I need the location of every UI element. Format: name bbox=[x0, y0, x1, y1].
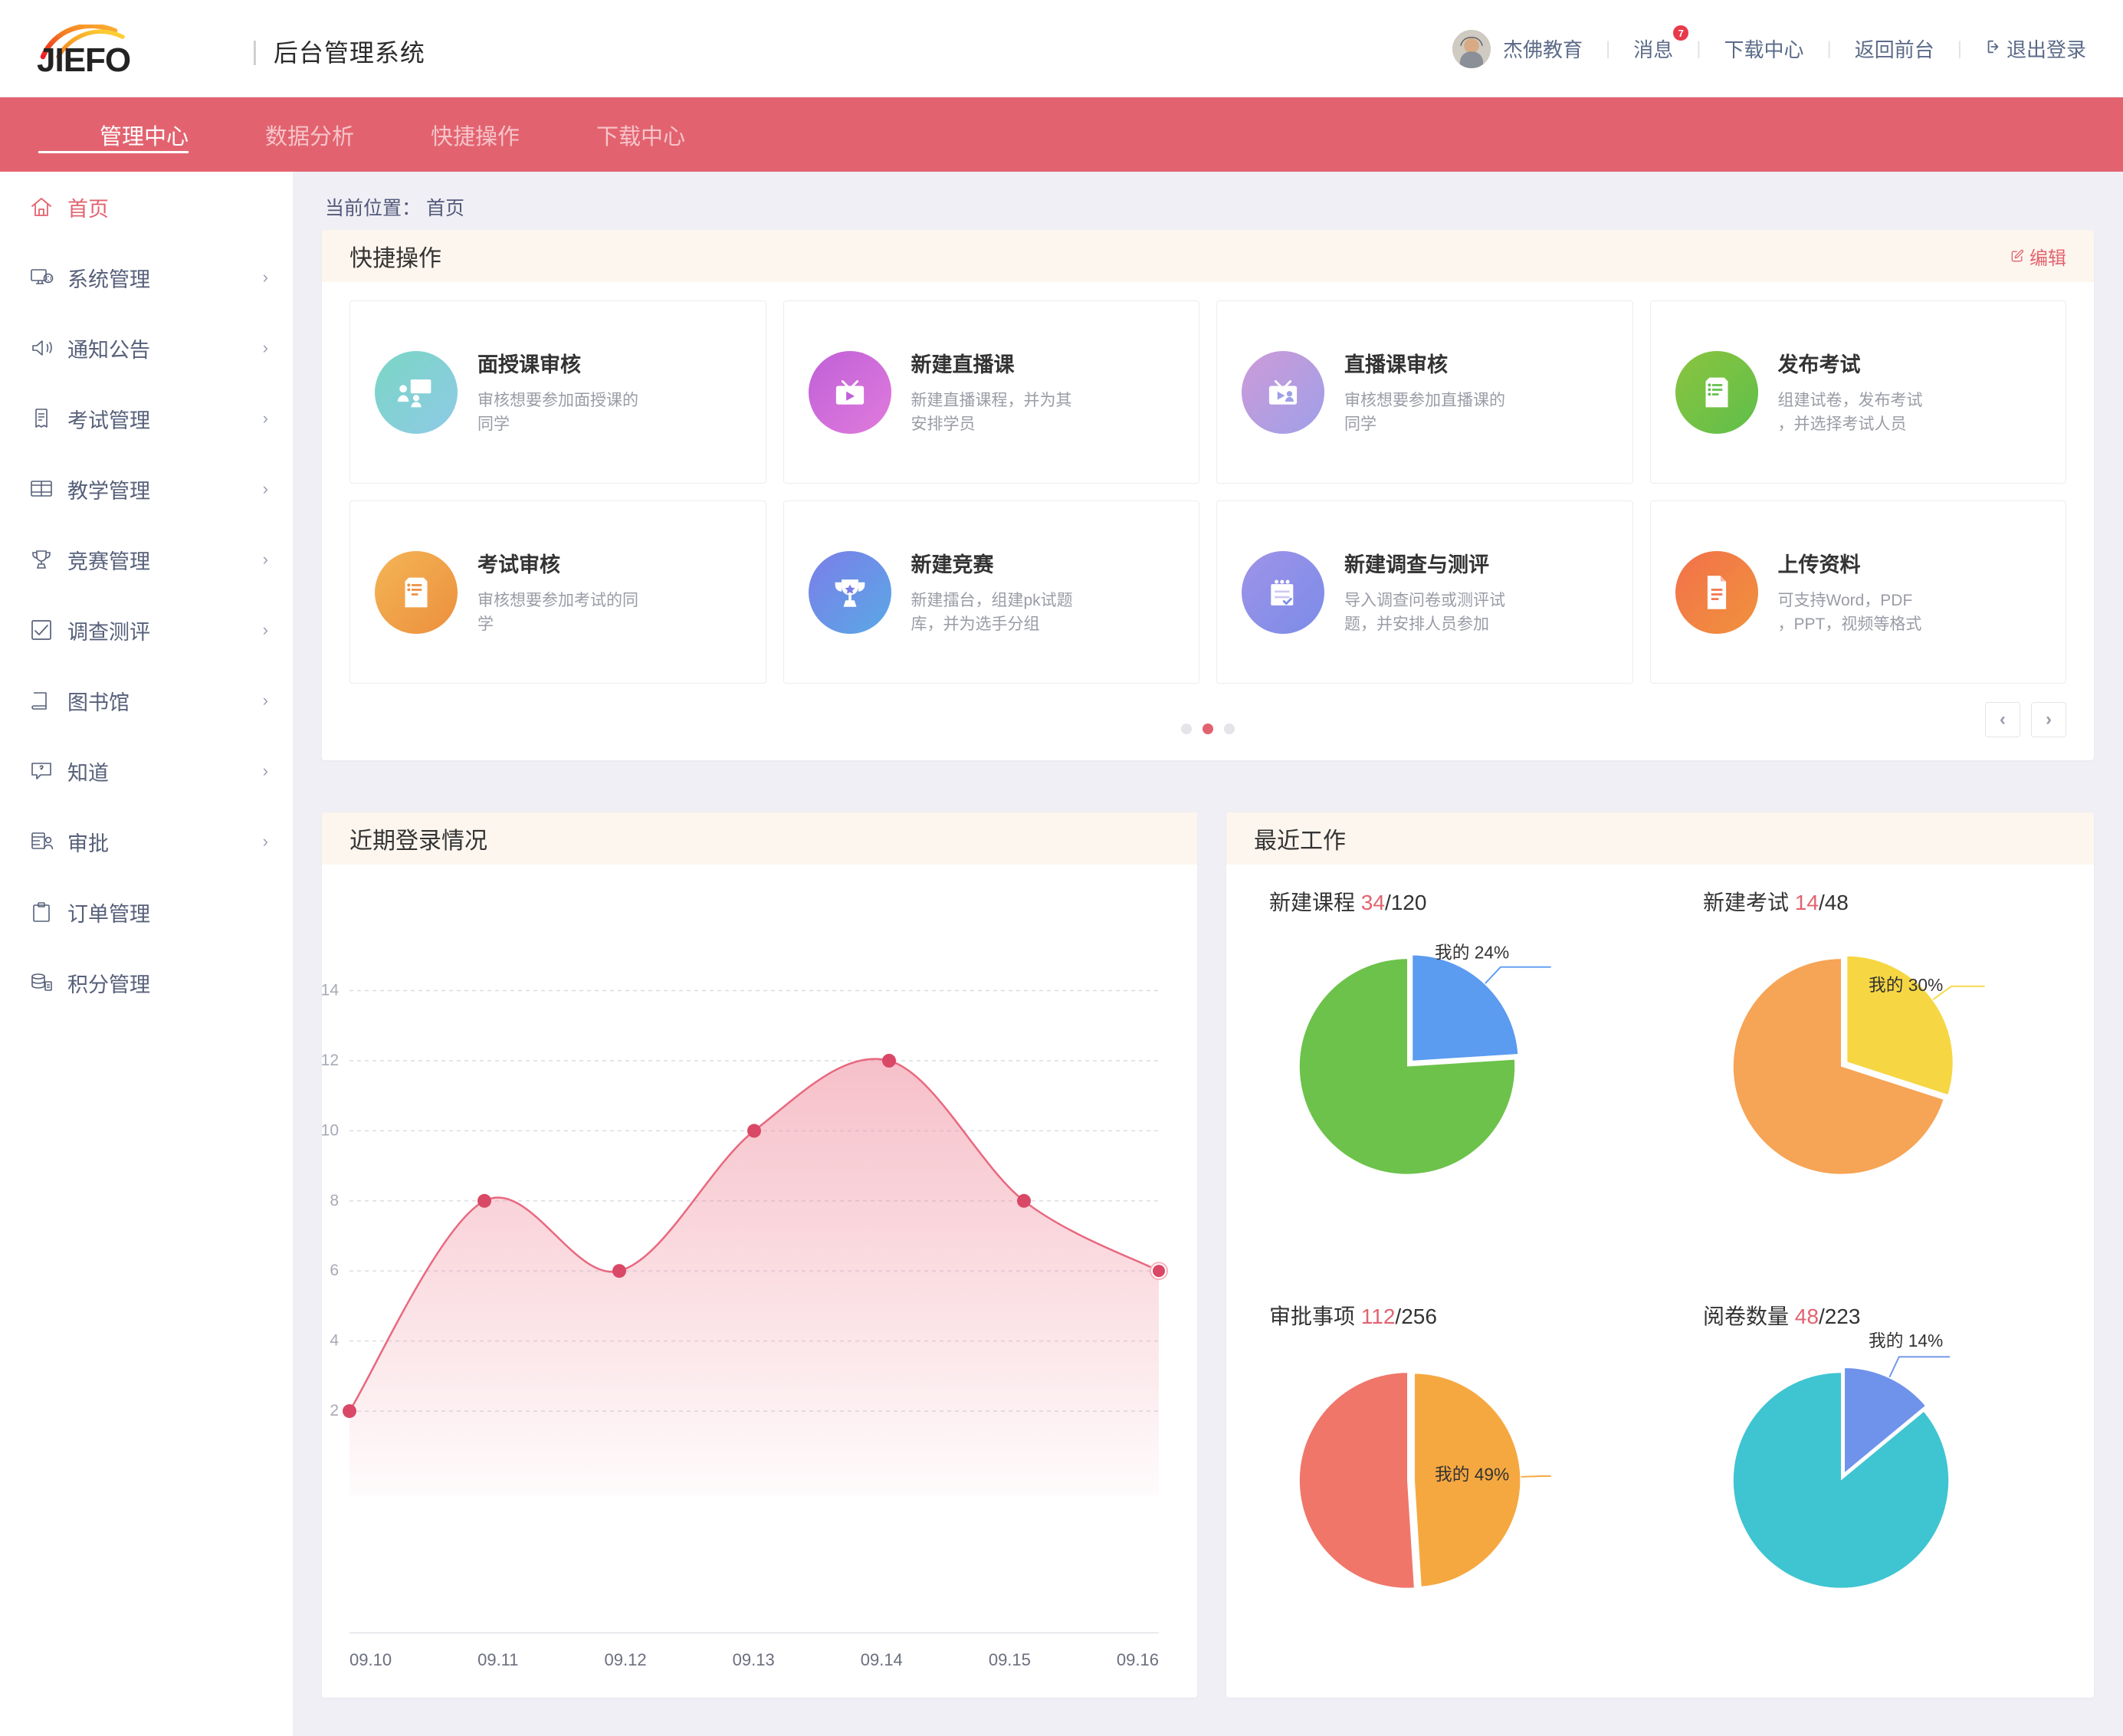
svg-text:12: 12 bbox=[321, 1052, 339, 1069]
svg-text:我的 14%: 我的 14% bbox=[1869, 1331, 1943, 1350]
svg-text:8: 8 bbox=[330, 1192, 339, 1209]
svg-text:我的 30%: 我的 30% bbox=[1869, 975, 1943, 995]
svg-text:4: 4 bbox=[330, 1332, 339, 1350]
svg-text:我的 24%: 我的 24% bbox=[1435, 942, 1509, 962]
svg-text:我的 49%: 我的 49% bbox=[1435, 1464, 1509, 1484]
svg-text:6: 6 bbox=[330, 1262, 339, 1279]
svg-text:10: 10 bbox=[321, 1121, 339, 1139]
svg-text:JIEFO: JIEFO bbox=[37, 41, 130, 78]
svg-text:14: 14 bbox=[321, 982, 340, 999]
svg-text:2: 2 bbox=[330, 1402, 339, 1419]
